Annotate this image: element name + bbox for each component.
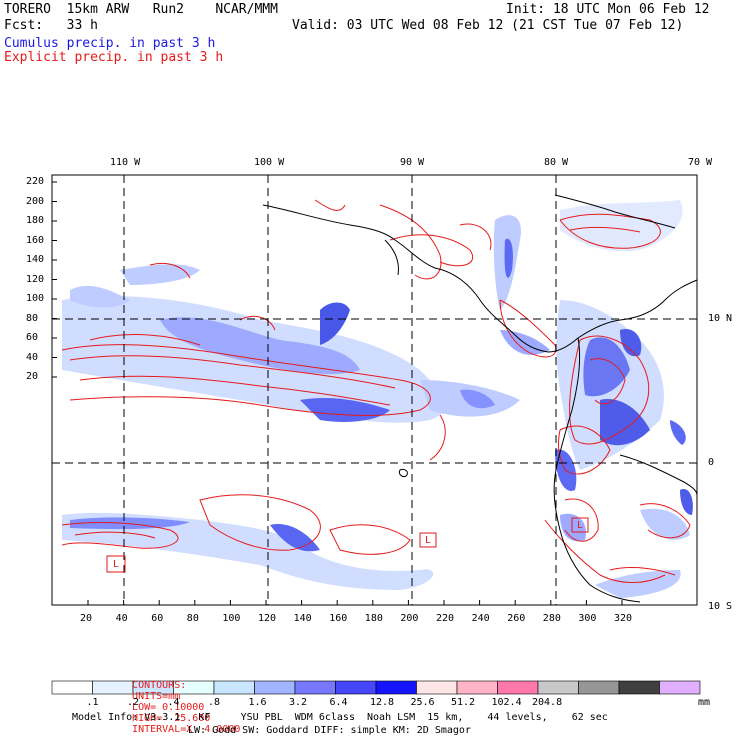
y-tick-label: 20 (26, 371, 39, 382)
lon-label-70w: 70 W (688, 157, 713, 168)
low-marker-box (571, 517, 589, 533)
x-tick-label: 160 (329, 613, 348, 624)
colorbar-tick-label: .8 (208, 697, 221, 708)
y-tick-label: 120 (26, 273, 45, 285)
lat-label-10n: 10 N (708, 313, 733, 324)
physics-info: LW: Godd SW: Goddard DIFF: simple KM: 2D… (188, 725, 471, 736)
colorbar-tick-label: .4 (167, 697, 180, 708)
contour-high: HIGH= 25.600 (132, 713, 211, 724)
lon-label-90w: 90 W (400, 157, 425, 168)
colorbar-swatch (375, 680, 417, 695)
contour-low: LOW= 0.10000 (132, 702, 205, 713)
lat-lon-grid (52, 175, 697, 605)
colorbar-swatch (578, 680, 620, 695)
field-cumulus-label: Cumulus precip. in past 3 h (4, 36, 216, 51)
colorbar-swatch (537, 680, 579, 695)
x-tick-label: 100 (222, 613, 241, 624)
explicit-precip-contours (61, 199, 691, 583)
y-tick-label: 60 (26, 332, 39, 343)
x-tick-label: 200 (400, 613, 419, 624)
y-tick-label: 200 (26, 195, 45, 207)
colorbar-tick-label: .1 (86, 697, 99, 708)
low-marker-box (419, 532, 437, 548)
cumulus-precip-areas (62, 200, 693, 598)
colorbar-tick-label: 6.4 (329, 697, 348, 708)
low-marker-box (106, 555, 126, 573)
valid-time: Valid: 03 UTC Wed 08 Feb 12 (21 CST Tue … (292, 18, 684, 33)
x-tick-label: 20 (80, 613, 93, 624)
lat-label-10s: 10 S (708, 601, 733, 612)
low-label: L (113, 559, 120, 570)
colorbar-tick-label: 25.6 (410, 697, 435, 708)
x-tick-label: 60 (151, 613, 164, 624)
y-tick-label: 160 (26, 234, 45, 246)
x-tick-label: 220 (436, 613, 455, 624)
colorbar-swatch (335, 680, 377, 695)
x-tick-label: 260 (507, 613, 526, 624)
x-tick-label: 80 (186, 613, 199, 624)
colorbar-tick-label: 51.2 (451, 697, 476, 708)
x-tick-label: 180 (364, 613, 383, 624)
x-tick-label: 40 (115, 613, 128, 624)
colorbar-swatch (497, 680, 539, 695)
colorbar-swatch (659, 680, 701, 695)
low-markers (106, 517, 589, 573)
y-tick-label: 40 (26, 351, 39, 363)
colorbar-tick-label: 1.6 (248, 697, 267, 708)
colorbar-swatch (51, 680, 93, 695)
colorbar (51, 680, 701, 695)
low-label: L (425, 535, 432, 546)
model-info: Model Info: V3.3.1 KF YSU PBL WDM 6class… (72, 712, 608, 723)
colorbar-unit: mm (698, 697, 711, 708)
low-label: L (577, 520, 584, 531)
lat-label-0: 0 (708, 457, 715, 468)
coastlines (262, 194, 698, 603)
colorbar-swatch (294, 680, 336, 695)
colorbar-swatch (254, 680, 296, 695)
lon-label-100w: 100 W (254, 157, 285, 168)
forecast-hour: Fcst: 33 h (4, 18, 98, 33)
field-explicit-label: Explicit precip. in past 3 h (4, 50, 224, 65)
colorbar-swatch (416, 680, 458, 695)
x-tick-label: 320 (614, 613, 633, 624)
x-tick-label: 300 (578, 613, 597, 624)
y-tick-label: 140 (26, 254, 45, 265)
contour-units: UNITS=mm (132, 691, 181, 702)
contour-interval: INTERVAL=X 4.0000 (132, 724, 241, 735)
model-title: TORERO 15km ARW Run2 NCAR/MMM (4, 2, 278, 17)
init-time: Init: 18 UTC Mon 06 Feb 12 (506, 2, 710, 17)
colorbar-tick-label: 3.2 (289, 697, 308, 708)
lon-label-80w: 80 W (544, 157, 569, 168)
colorbar-swatch (456, 680, 498, 695)
y-tick-label: 80 (26, 312, 39, 324)
colorbar-tick-label: 102.4 (491, 697, 522, 708)
colorbar-tick-label: .2 (127, 697, 140, 708)
lon-label-110w: 110 W (110, 157, 141, 168)
colorbar-tick-label: 204.8 (532, 697, 563, 708)
x-tick-label: 120 (258, 613, 277, 624)
contour-title: CONTOURS: (132, 680, 187, 691)
colorbar-swatch (618, 680, 660, 695)
x-tick-label: 240 (471, 613, 490, 624)
y-tick-label: 180 (26, 215, 45, 226)
y-tick-label: 100 (26, 293, 45, 304)
x-tick-label: 140 (293, 613, 312, 624)
y-tick-label: 220 (26, 176, 45, 187)
contour-info: CONTOURS: UNITS=mm LOW= 0.10000 HIGH= 25… (120, 669, 240, 735)
x-tick-label: 280 (542, 613, 561, 624)
colorbar-tick-label: 12.8 (370, 697, 395, 708)
